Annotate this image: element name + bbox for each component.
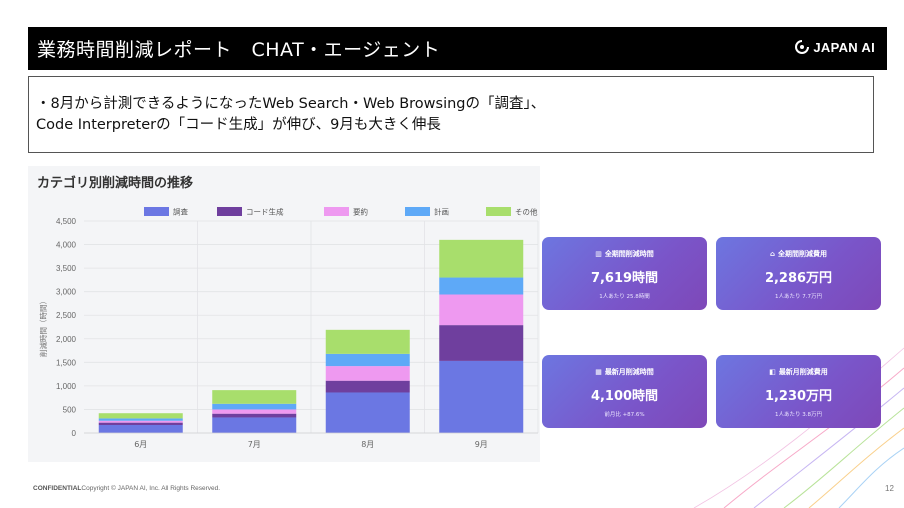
- card-value: 7,619時間: [590, 271, 659, 286]
- legend-label: 要約: [353, 207, 368, 217]
- legend-label: 計画: [434, 207, 449, 217]
- card-value: 4,100時間: [590, 389, 659, 404]
- card-value: 2,286万円: [764, 271, 833, 286]
- card-title: 全期間削減費用: [778, 250, 827, 258]
- money-icon: ◧: [769, 368, 776, 376]
- y-axis-label: 削減時間（時間）: [38, 297, 48, 357]
- legend-label: 調査: [173, 207, 188, 217]
- y-tick-label: 2,000: [56, 335, 77, 344]
- bar-segment: [439, 325, 524, 361]
- legend-swatch: [486, 207, 511, 216]
- bar-segment: [325, 329, 410, 354]
- card-total-cost: ⌂ 全期間削減費用 2,286万円 1人あたり 7.7万円: [716, 237, 881, 310]
- home-icon: ⌂: [769, 250, 775, 258]
- bar-segment: [212, 417, 297, 433]
- card-header: ⌂ 全期間削減費用: [716, 249, 881, 259]
- calendar-icon: ▦: [595, 368, 602, 376]
- y-tick-label: 3,000: [56, 288, 77, 297]
- bar-segment: [212, 390, 297, 404]
- y-tick-label: 1,000: [56, 382, 77, 391]
- x-tick-label: 8月: [361, 440, 374, 449]
- logo-text: JAPAN AI: [813, 39, 875, 55]
- legend-label: コード生成: [246, 207, 284, 217]
- card-subtext: 前月比 +87.6%: [604, 412, 645, 418]
- chart-title: カテゴリ別削減時間の推移: [37, 176, 194, 191]
- chart-icon: ▥: [595, 250, 602, 258]
- logo-ring-icon: [795, 39, 810, 54]
- legend-swatch: [217, 207, 242, 216]
- card-latest-month-hours: ▦ 最新月削減時間 4,100時間 前月比 +87.6%: [542, 355, 707, 428]
- y-tick-label: 500: [63, 405, 77, 414]
- japan-ai-logo: JAPAN AI: [794, 39, 875, 55]
- bar-segment: [98, 420, 183, 423]
- chart-panel: 0 500 1,000 1,500 2,000 2,500 3,000 3,500 4,000 4…: [28, 166, 540, 462]
- bar-segment: [439, 294, 524, 326]
- summary-line-2: Code Interpreterの「コード生成」が伸び、9月も大きく伸長: [36, 117, 441, 133]
- bar-segment: [212, 403, 297, 410]
- footer-copyright: CONFIDENTIALCopyright © JAPAN AI, Inc. A…: [33, 485, 220, 492]
- bar-segment: [98, 424, 183, 433]
- card-subtext: 1人あたり 25.8時間: [599, 294, 650, 300]
- card-value: 1,230万円: [764, 389, 833, 404]
- card-header: ◧ 最新月削減費用: [716, 367, 881, 377]
- bar-segment: [212, 409, 297, 414]
- summary-line-1: ・8月から計測できるようになったWeb Search・Web Browsingの…: [36, 96, 546, 112]
- bar-segment: [98, 418, 183, 421]
- y-tick-label: 1,500: [56, 358, 77, 367]
- card-subtext: 1人あたり 3.8万円: [775, 412, 822, 418]
- card-total-hours: ▥ 全期間削減時間 7,619時間 1人あたり 25.8時間: [542, 237, 707, 310]
- bar-segment: [439, 360, 524, 433]
- card-latest-month-cost: ◧ 最新月削減費用 1,230万円 1人あたり 3.8万円: [716, 355, 881, 428]
- x-tick-label: 7月: [248, 440, 261, 449]
- y-tick-label: 4,000: [56, 241, 77, 250]
- x-tick-label: 6月: [134, 440, 147, 449]
- summary-box: ・8月から計測できるようになったWeb Search・Web Browsingの…: [28, 76, 874, 153]
- title-bar: 業務時間削減レポート CHAT・エージェント JAPAN AI: [28, 27, 887, 70]
- bar-segment: [212, 413, 297, 418]
- card-header: ▥ 全期間削減時間: [542, 249, 707, 259]
- y-tick-label: 3,500: [56, 264, 77, 273]
- bar-segment: [325, 392, 410, 433]
- bar-segment: [98, 422, 183, 425]
- card-title: 最新月削減費用: [778, 368, 828, 376]
- bar-segment: [439, 277, 524, 295]
- card-header: ▦ 最新月削減時間: [542, 367, 707, 377]
- stacked-bar-chart: 0 500 1,000 1,500 2,000 2,500 3,000 3,500 4,000 4…: [38, 207, 539, 449]
- legend-swatch: [144, 207, 169, 216]
- card-title: 最新月削減時間: [604, 368, 654, 376]
- y-tick-label: 4,500: [56, 217, 77, 226]
- legend-swatch: [324, 207, 349, 216]
- legend-swatch: [405, 207, 430, 216]
- page-title: 業務時間削減レポート CHAT・エージェント: [37, 39, 441, 61]
- x-tick-label: 9月: [475, 440, 488, 449]
- bar-segment: [325, 380, 410, 393]
- page-number: 12: [885, 484, 894, 493]
- card-title: 全期間削減時間: [604, 250, 654, 258]
- card-subtext: 1人あたり 7.7万円: [775, 294, 822, 300]
- y-tick-label: 0: [72, 429, 77, 438]
- y-tick-label: 2,500: [56, 311, 77, 320]
- copyright-text: Copyright © JAPAN AI, Inc. All Rights Re…: [81, 485, 221, 492]
- bar-segment: [325, 366, 410, 381]
- confidential-label: CONFIDENTIAL: [33, 485, 82, 492]
- bar-segment: [439, 239, 524, 278]
- bar-segment: [98, 413, 183, 419]
- legend-label: その他: [515, 207, 538, 217]
- bar-segment: [325, 353, 410, 367]
